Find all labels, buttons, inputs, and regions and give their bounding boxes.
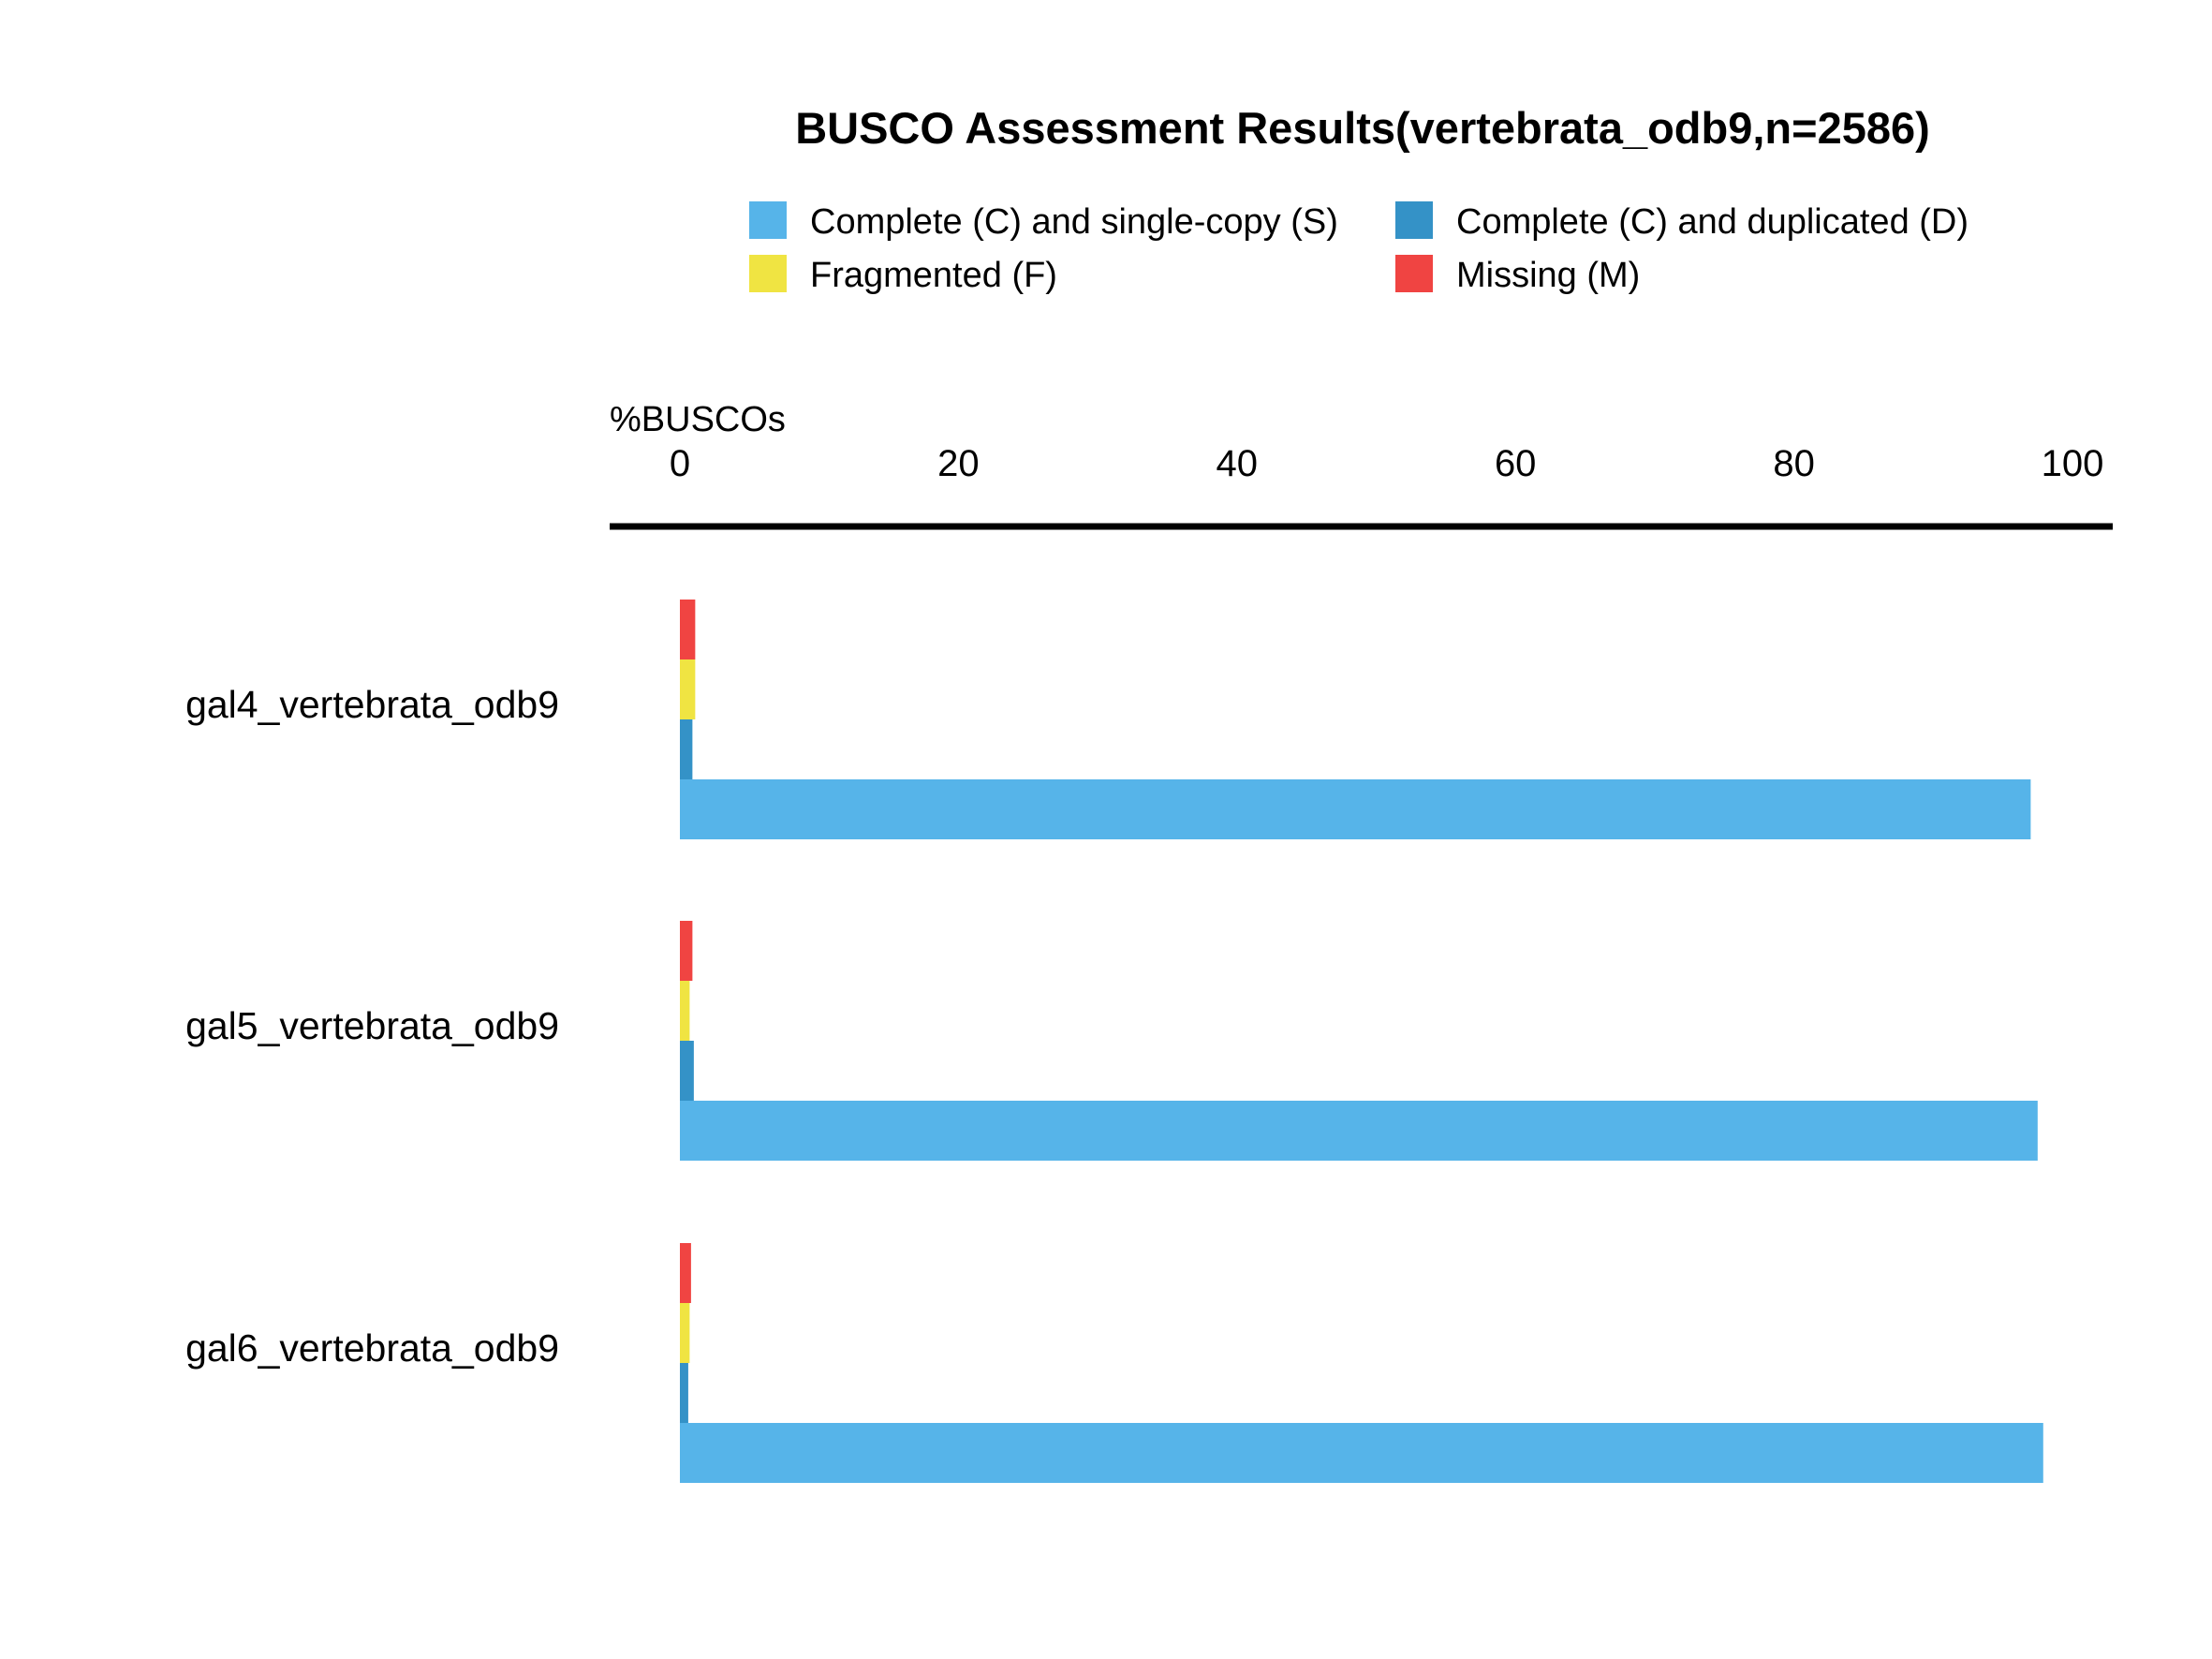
legend: Complete (C) and single-copy (S) Complete…: [749, 201, 1969, 295]
legend-swatch: [749, 255, 787, 292]
bar-fragmented-f-1: [680, 981, 690, 1041]
x-tick-label: 40: [1217, 443, 1259, 484]
category-label: gal4_vertebrata_odb9: [185, 683, 559, 726]
category-label: gal5_vertebrata_odb9: [185, 1004, 559, 1047]
x-tick-label: 100: [2042, 443, 2104, 484]
bar-complete-c-and-single-copy-s-2: [680, 1423, 2043, 1483]
bar-complete-c-and-duplicated-d-0: [680, 719, 693, 779]
bar-complete-c-and-duplicated-d-2: [680, 1363, 688, 1423]
chart-title: BUSCO Assessment Results(vertebrata_odb9…: [795, 103, 1930, 153]
bar-fragmented-f-0: [680, 659, 696, 719]
x-tick-label: 0: [670, 443, 690, 484]
legend-label: Complete (C) and duplicated (D): [1456, 202, 1969, 242]
bar-complete-c-and-duplicated-d-1: [680, 1041, 694, 1101]
legend-label: Missing (M): [1456, 256, 1640, 295]
x-tick-label: 60: [1495, 443, 1537, 484]
x-axis-ticks: 0 20 40 60 80 100: [670, 443, 2104, 484]
bar-fragmented-f-2: [680, 1303, 690, 1363]
bar-missing-m-2: [680, 1243, 691, 1303]
legend-swatch: [1395, 201, 1433, 239]
legend-label: Complete (C) and single-copy (S): [810, 202, 1338, 242]
x-axis-label: %BUSCOs: [610, 400, 786, 439]
x-tick-label: 20: [937, 443, 980, 484]
legend-label: Fragmented (F): [810, 256, 1057, 295]
bars: [680, 600, 2043, 1483]
category-label: gal6_vertebrata_odb9: [185, 1326, 559, 1370]
legend-swatch: [1395, 255, 1433, 292]
bar-missing-m-0: [680, 600, 696, 659]
bar-complete-c-and-single-copy-s-1: [680, 1101, 2038, 1161]
x-tick-label: 80: [1773, 443, 1815, 484]
bar-complete-c-and-single-copy-s-0: [680, 779, 2031, 839]
legend-swatch: [749, 201, 787, 239]
category-labels: gal4_vertebrata_odb9 gal5_vertebrata_odb9…: [185, 683, 559, 1370]
bar-missing-m-1: [680, 921, 693, 981]
